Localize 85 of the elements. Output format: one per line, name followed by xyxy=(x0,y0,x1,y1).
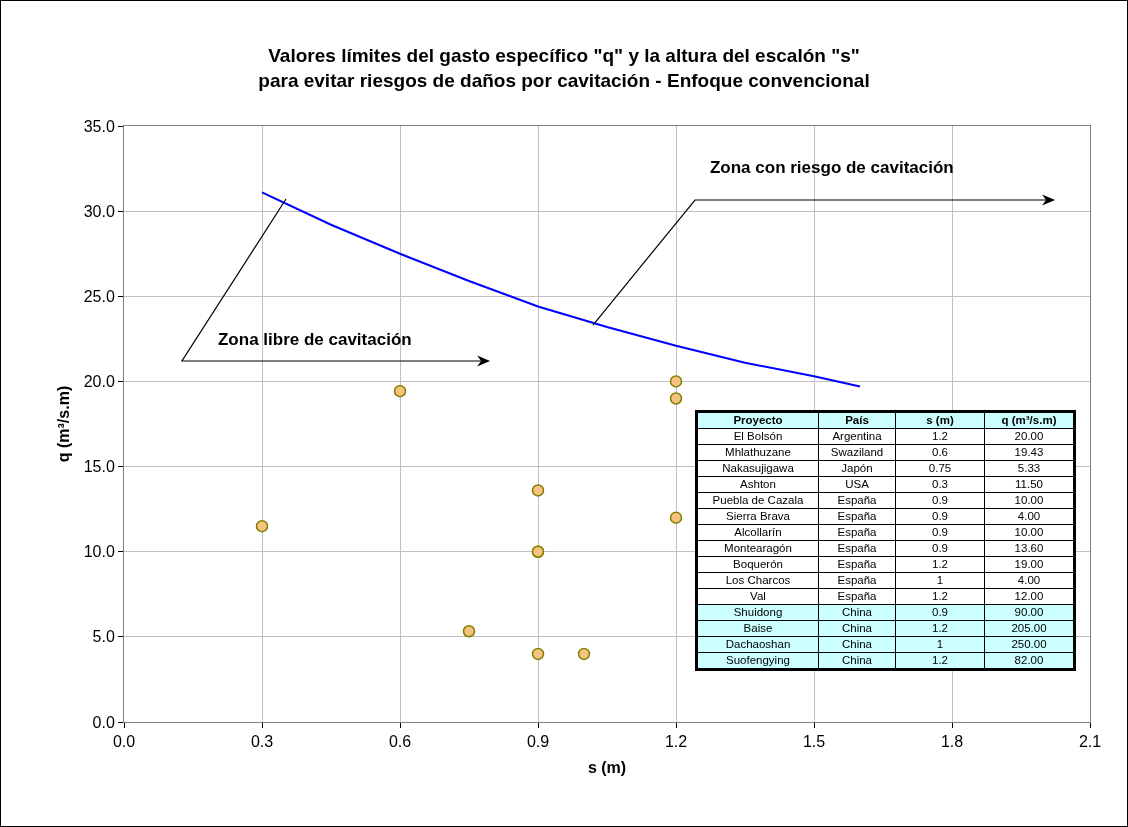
annotation: 1.2 xyxy=(895,588,985,605)
x-tick-label: 0.3 xyxy=(250,733,274,751)
annotation: Ashton xyxy=(696,476,819,493)
annotation: 12.00 xyxy=(984,588,1075,605)
annotation: 205.00 xyxy=(984,620,1075,637)
annotation: China xyxy=(818,652,896,670)
annotation: 13.60 xyxy=(984,540,1075,557)
annotation: España xyxy=(818,572,896,589)
annotation: USA xyxy=(818,476,896,493)
annotation: Sierra Brava xyxy=(696,508,819,525)
chart-title: Valores límites del gasto específico "q" y la altura del escalón "s" para evitar riesgos de daños por cavitación - Enfoque convencional xyxy=(258,45,870,91)
annotation: España xyxy=(818,492,896,509)
x-tick-label: 0.0 xyxy=(112,733,136,751)
annotation: 5.33 xyxy=(984,460,1075,477)
y-tick-label: 25.0 xyxy=(83,287,115,305)
annotation: Zona libre de cavitación xyxy=(217,329,412,350)
annotation: 250.00 xyxy=(984,636,1075,653)
x-tick-label: 1.5 xyxy=(802,733,826,751)
y-tick-label: 20.0 xyxy=(83,373,115,391)
annotation: Boquerón xyxy=(696,556,819,573)
annotation: Puebla de Cazala xyxy=(696,492,819,509)
annotation: España xyxy=(818,524,896,541)
annotation: 11.50 xyxy=(984,476,1075,493)
y-tick-label: 5.0 xyxy=(92,628,115,646)
annotation: España xyxy=(818,508,896,525)
annotation: 0.9 xyxy=(895,508,985,525)
annotation: 20.00 xyxy=(984,428,1075,445)
annotation: Los Charcos xyxy=(696,572,819,589)
x-tick-label: 1.2 xyxy=(664,733,688,751)
annotation: Shuidong xyxy=(696,604,819,621)
annotation: España xyxy=(818,588,896,605)
annotation: 0.6 xyxy=(895,444,985,461)
annotation: El Bolsón xyxy=(696,428,819,445)
annotation: Dachaoshan xyxy=(696,636,819,653)
annotation: 1.2 xyxy=(895,652,985,670)
annotation: Val xyxy=(696,588,819,605)
annotation: 82.00 xyxy=(984,652,1075,670)
annotation: 0.9 xyxy=(895,492,985,509)
annotation: Mhlathuzane xyxy=(696,444,819,461)
category-label: País xyxy=(818,411,896,429)
x-axis-title: s (m) xyxy=(587,758,627,776)
annotation: 0.75 xyxy=(895,460,985,477)
annotation: 0.3 xyxy=(895,476,985,493)
annotation: China xyxy=(818,604,896,621)
y-tick-label: 35.0 xyxy=(83,117,115,135)
annotation: 1.2 xyxy=(895,620,985,637)
annotation: China xyxy=(818,636,896,653)
annotation: Suofengying xyxy=(696,652,819,670)
annotation: 10.00 xyxy=(984,492,1075,509)
annotation: 0.9 xyxy=(895,604,985,621)
x-tick-label: 0.9 xyxy=(526,733,550,751)
y-tick-label: 0.0 xyxy=(92,713,115,731)
annotation: Japón xyxy=(818,460,896,477)
annotation: Baise xyxy=(696,620,819,637)
annotation: Nakasujigawa xyxy=(696,460,819,477)
annotation: Argentina xyxy=(818,428,896,445)
annotation: 1.2 xyxy=(895,556,985,573)
x-tick-label: 0.6 xyxy=(388,733,412,751)
annotation: España xyxy=(818,556,896,573)
category-label: q (m³/s.m) xyxy=(984,411,1075,429)
annotation: Montearagón xyxy=(696,540,819,557)
annotation: 19.00 xyxy=(984,556,1075,573)
annotation: Zona con riesgo de cavitación xyxy=(709,157,954,178)
annotation: 1.2 xyxy=(895,428,985,445)
annotation: Swaziland xyxy=(818,444,896,461)
annotation: España xyxy=(818,540,896,557)
annotation: 1 xyxy=(895,636,985,653)
y-axis-title: q (m³/s.m) xyxy=(54,385,72,463)
annotation: 0.9 xyxy=(895,524,985,541)
annotation: 90.00 xyxy=(984,604,1075,621)
annotation: 19.43 xyxy=(984,444,1075,461)
annotation: China xyxy=(818,620,896,637)
annotation: 1 xyxy=(895,572,985,589)
category-label: s (m) xyxy=(895,411,985,429)
y-tick-label: 15.0 xyxy=(83,458,115,476)
x-tick-label: 1.8 xyxy=(940,733,964,751)
y-tick-label: 10.0 xyxy=(83,543,115,561)
annotation: 0.9 xyxy=(895,540,985,557)
annotation: 4.00 xyxy=(984,572,1075,589)
annotation: 4.00 xyxy=(984,508,1075,525)
annotation: Alcollarín xyxy=(696,524,819,541)
x-tick-label: 2.1 xyxy=(1078,733,1102,751)
category-label: Proyecto xyxy=(696,411,819,429)
annotation: 10.00 xyxy=(984,524,1075,541)
y-tick-label: 30.0 xyxy=(83,202,115,220)
